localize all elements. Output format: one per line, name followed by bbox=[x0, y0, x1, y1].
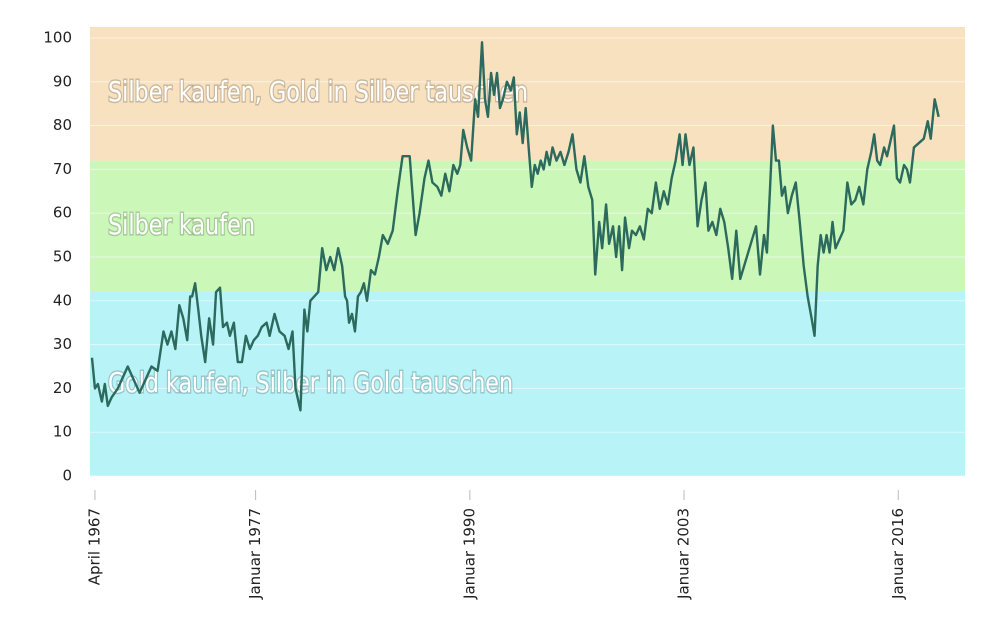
y-tick-label: 90 bbox=[53, 72, 72, 90]
x-tick-label: Januar 1977 bbox=[246, 508, 264, 600]
x-tick-label: Januar 1990 bbox=[460, 508, 478, 600]
zones bbox=[90, 27, 965, 476]
zone bbox=[90, 292, 965, 476]
zone bbox=[90, 160, 965, 293]
y-tick-label: 30 bbox=[53, 335, 72, 353]
x-tick-label: Januar 2003 bbox=[675, 508, 693, 600]
y-tick-label: 40 bbox=[53, 291, 72, 309]
zone-label: Silber kaufen bbox=[108, 208, 255, 241]
y-tick-label: 100 bbox=[43, 28, 72, 46]
x-tick-label: Januar 2016 bbox=[889, 508, 907, 600]
y-tick-label: 10 bbox=[53, 423, 72, 441]
y-tick-label: 60 bbox=[53, 204, 72, 222]
y-tick-label: 80 bbox=[53, 116, 72, 134]
data-line bbox=[90, 41, 940, 412]
y-tick-label: 50 bbox=[53, 247, 72, 265]
zone-labels: Gold kaufen, Silber in Gold tauschen Silb… bbox=[107, 74, 530, 401]
zone-label: Gold kaufen, Silber in Gold tauschen bbox=[108, 366, 513, 399]
y-tick-label: 20 bbox=[53, 379, 72, 397]
axes: 0 10 20 30 40 50 60 70 80 90 100 April 1967 Januar 1… bbox=[43, 28, 906, 599]
y-tick-label: 0 bbox=[62, 467, 72, 485]
y-tick-label: 70 bbox=[53, 160, 72, 178]
zone-label: Silber kaufen, Gold in Silber tauschen bbox=[108, 75, 528, 108]
plot bbox=[90, 41, 940, 412]
x-tick-label: April 1967 bbox=[85, 508, 103, 585]
